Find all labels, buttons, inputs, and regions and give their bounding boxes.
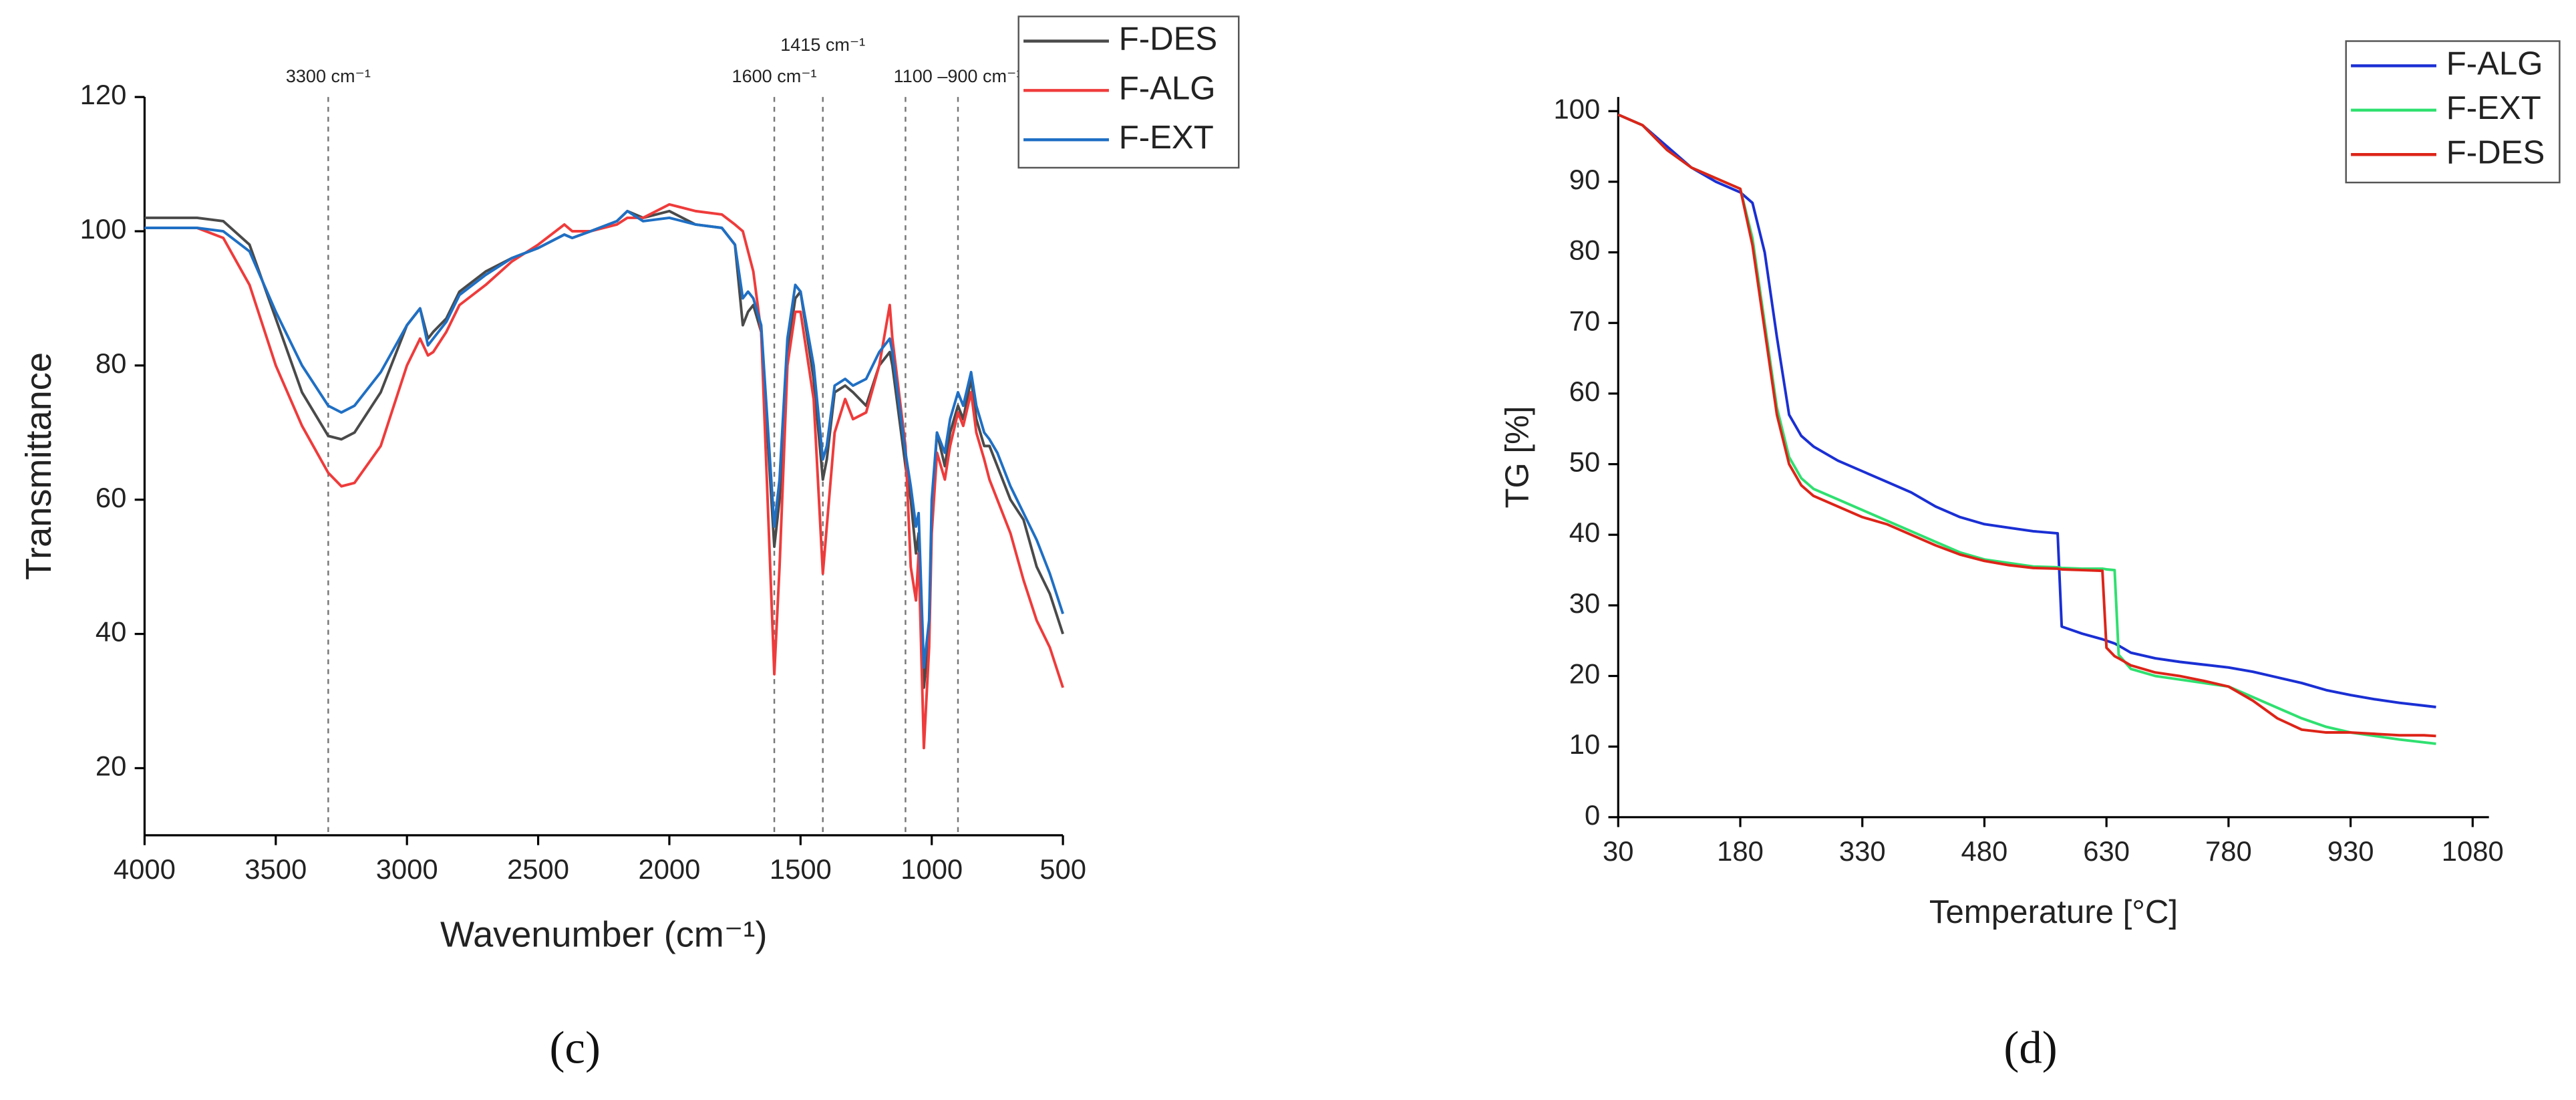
panel-caption: (c) [550,1022,601,1073]
y-tick-label: 100 [1554,93,1601,124]
x-tick-label: 3000 [376,853,438,885]
legend-label: F-ALG [2446,45,2543,82]
y-axis-title: Transmittance [19,352,59,580]
y-tick-label: 40 [1569,517,1600,548]
reference-label: 1100 –900 cm⁻¹ [894,66,1023,86]
y-tick-label: 10 [1569,728,1600,760]
legend-label: F-DES [1119,21,1218,57]
reference-label: 3300 cm⁻¹ [286,66,371,86]
x-tick-label: 2500 [507,853,569,885]
y-tick-label: 80 [1569,235,1600,266]
x-tick-label: 480 [1961,835,2008,867]
y-axis-title: TG [%] [1499,406,1536,508]
legend-label: F-EXT [1119,119,1214,156]
x-tick-label: 3500 [245,853,307,885]
data-line [1617,113,2436,738]
y-tick-label: 30 [1569,587,1600,619]
y-tick-label: 0 [1585,799,1600,831]
legend-label: F-EXT [2446,90,2541,126]
y-tick-label: 20 [1569,658,1600,690]
x-tick-label: 1080 [2442,835,2504,867]
y-tick-label: 120 [80,79,127,110]
y-tick-label: 90 [1569,164,1600,195]
x-tick-label: 2000 [638,853,700,885]
x-tick-label: 780 [2205,835,2252,867]
reference-label: 1600 cm⁻¹ [732,66,817,86]
data-line [144,202,1064,750]
y-tick-label: 80 [96,348,126,379]
data-line [144,209,1064,689]
x-tick-label: 4000 [114,853,176,885]
x-tick-label: 1500 [770,853,832,885]
data-line [144,209,1064,669]
y-tick-label: 60 [96,482,126,513]
legend-box [1017,15,1240,169]
x-tick-label: 500 [1039,853,1086,885]
y-tick-label: 70 [1569,305,1600,336]
y-tick-label: 40 [96,616,126,648]
panel-caption: (d) [2003,1022,2057,1073]
x-tick-label: 1000 [901,853,963,885]
y-tick-label: 60 [1569,376,1600,407]
legend-label: F-DES [2446,134,2545,170]
data-line [1617,113,2436,745]
x-axis-title: Temperature [°C] [1929,893,2178,930]
y-tick-label: 50 [1569,446,1600,478]
y-tick-label: 100 [80,213,127,245]
x-axis-title: Wavenumber (cm⁻¹) [440,915,767,955]
x-tick-label: 630 [2083,835,2130,867]
y-tick-label: 20 [96,750,126,781]
reference-label: 1415 cm⁻¹ [780,35,865,55]
x-tick-label: 330 [1839,835,1886,867]
x-tick-label: 180 [1717,835,1764,867]
data-line [1617,113,2436,708]
x-tick-label: 930 [2327,835,2374,867]
legend-label: F-ALG [1119,70,1216,106]
x-tick-label: 30 [1603,835,1633,867]
